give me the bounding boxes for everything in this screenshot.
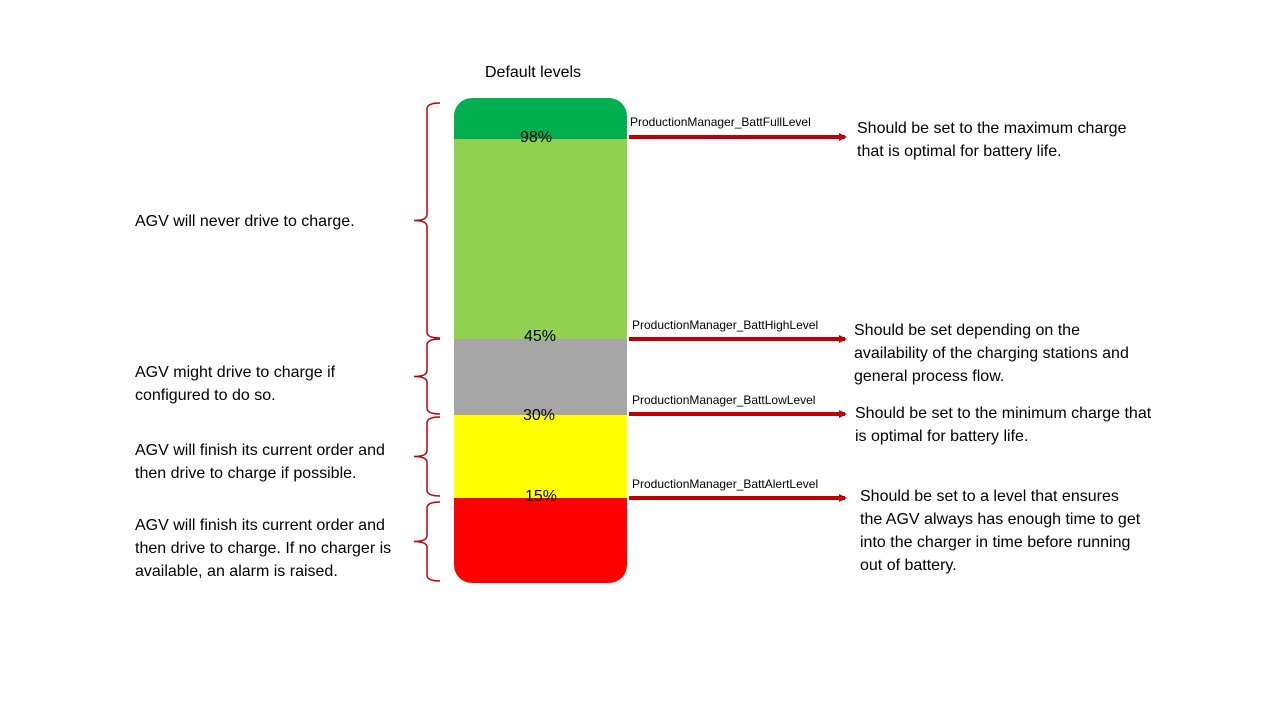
level-percent-low: 30%	[523, 407, 556, 424]
parameter-batt-high-level: ProductionManager_BattHighLevel	[632, 318, 819, 332]
range-description-charge-if-possible: AGV will finish its current order and th…	[135, 442, 385, 482]
note-alert-level: Should be set to a level that ensures th…	[860, 488, 1141, 574]
brace-might-charge	[413, 338, 441, 415]
note-high-level: Should be set depending on the availabil…	[854, 322, 1129, 385]
segment-alert	[454, 498, 627, 583]
parameter-batt-full-level: ProductionManager_BattFullLevel	[630, 115, 811, 129]
range-description-charge-or-alarm: AGV will finish its current order and th…	[135, 517, 392, 580]
range-description-might-charge: AGV might drive to charge if configured …	[135, 364, 336, 404]
segment-low	[454, 415, 627, 498]
diagram-title: Default levels	[485, 64, 582, 81]
brace-charge-if-possible	[413, 416, 441, 497]
battery-level-bar	[454, 98, 627, 583]
segment-full	[454, 98, 627, 139]
range-description-never-charge: AGV will never drive to charge.	[135, 213, 355, 230]
note-full-level: Should be set to the maximum charge that…	[857, 120, 1127, 160]
brace-never-charge	[413, 102, 441, 339]
level-percent-high: 45%	[524, 328, 557, 345]
level-percent-alert: 15%	[525, 488, 558, 505]
segment-medium	[454, 339, 627, 415]
parameter-batt-low-level: ProductionManager_BattLowLevel	[632, 393, 816, 407]
segment-high	[454, 139, 627, 339]
level-percent-full: 98%	[520, 129, 553, 146]
brace-charge-or-alarm	[413, 501, 441, 582]
note-low-level: Should be set to the minimum charge that…	[855, 405, 1152, 445]
parameter-batt-alert-level: ProductionManager_BattAlertLevel	[632, 477, 819, 491]
